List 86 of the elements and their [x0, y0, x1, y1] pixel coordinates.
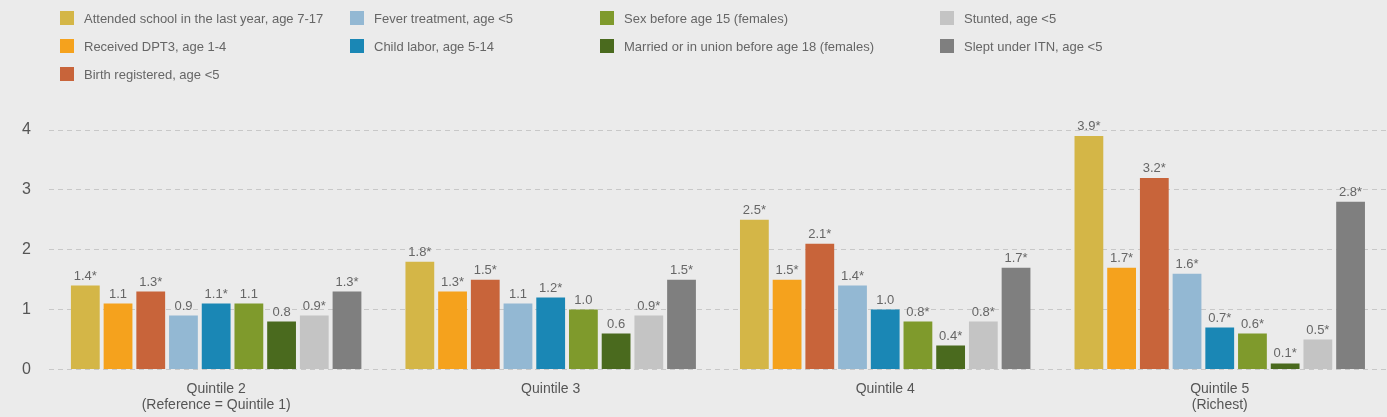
bar: [870, 309, 900, 369]
y-tick-label: 0: [21, 359, 31, 377]
data-label: 1.0: [574, 291, 593, 307]
data-label: 0.1*: [1273, 345, 1297, 361]
data-label: 0.8: [272, 303, 291, 319]
data-label: 0.8*: [971, 303, 995, 319]
legend-label: Birth registered, age <5: [84, 66, 220, 82]
bar: [536, 297, 566, 369]
data-label: 1.3*: [335, 273, 359, 289]
data-label: 1.5*: [473, 261, 497, 277]
bar: [1172, 273, 1202, 369]
bar: [1270, 363, 1300, 369]
legend-label: Slept under ITN, age <5: [964, 38, 1103, 54]
legend-label: Fever treatment, age <5: [374, 10, 514, 26]
bar: [70, 285, 100, 369]
bar: [405, 261, 435, 369]
data-label: 1.1: [108, 285, 128, 301]
data-label: 1.7*: [1004, 249, 1028, 265]
data-label: 1.3*: [139, 273, 163, 289]
bar: [503, 303, 533, 369]
legend-label: Received DPT3, age 1-4: [84, 38, 227, 54]
data-label: 1.4*: [73, 267, 97, 283]
bar: [903, 321, 933, 369]
bar: [1001, 267, 1031, 369]
x-tick-label: Quintile 3: [521, 379, 581, 396]
x-tick-label: Quintile 2 (Reference = Quintile 1): [141, 379, 291, 413]
data-label: 1.1: [508, 285, 528, 301]
y-tick-label: 1: [21, 299, 31, 317]
bar: [136, 291, 166, 369]
bar: [267, 321, 296, 369]
data-label: 1.4*: [840, 267, 865, 283]
data-label: 3.9*: [1077, 118, 1101, 134]
x-tick-label: Quintile 5 (Richest): [1190, 379, 1250, 413]
data-label: 0.5*: [1306, 321, 1330, 337]
bar: [772, 279, 802, 369]
bar: [838, 285, 867, 369]
bar: [103, 303, 133, 369]
bar: [438, 291, 467, 369]
data-label: 0.8*: [906, 303, 930, 319]
legend-label: Child labor, age 5-14: [374, 38, 494, 54]
bar: [169, 315, 198, 369]
bar: [667, 279, 696, 369]
data-label: 1.6*: [1175, 255, 1199, 271]
bar: [470, 279, 500, 369]
data-label: 0.6: [607, 315, 626, 331]
data-label: 1.8*: [408, 243, 432, 259]
legend-label: Stunted, age <5: [964, 10, 1057, 26]
data-label: 1.1: [239, 285, 258, 301]
y-tick-label: 4: [21, 120, 31, 138]
bar: [1107, 267, 1136, 369]
data-label: 0.4*: [939, 327, 963, 343]
bar: [739, 219, 769, 369]
bar: [1074, 135, 1104, 369]
data-label: 1.0: [876, 291, 895, 307]
bar: [805, 243, 835, 369]
data-label: 1.5*: [775, 261, 799, 277]
data-label: 2.1*: [808, 225, 832, 241]
bar: [201, 303, 231, 369]
bar: [601, 333, 631, 369]
bar: [1139, 177, 1169, 369]
data-label: 0.7*: [1208, 309, 1232, 325]
data-label: 0.6*: [1240, 315, 1265, 331]
data-label: 1.2*: [539, 279, 563, 295]
bar: [1238, 333, 1267, 369]
bar: [1336, 201, 1365, 369]
data-label: 1.1*: [204, 285, 228, 301]
data-label: 1.3*: [440, 273, 465, 289]
bar: [332, 291, 362, 369]
bar: [569, 309, 598, 369]
legend-label: Married or in union before age 18 (females): [624, 38, 875, 54]
data-label: 0.9: [174, 297, 193, 313]
bar: [1205, 327, 1235, 369]
bar: [234, 303, 264, 369]
data-label: 1.7*: [1110, 249, 1134, 265]
bar: [936, 345, 966, 369]
x-tick-label: Quintile 4: [855, 379, 915, 396]
legend-label: Attended school in the last year, age 7-17: [84, 10, 324, 26]
data-label: 1.5*: [669, 261, 694, 277]
data-label: 2.8*: [1339, 183, 1363, 199]
y-tick-label: 2: [21, 240, 31, 258]
data-label: 3.2*: [1142, 159, 1166, 175]
data-label: 0.9*: [302, 297, 326, 313]
y-tick-label: 3: [21, 180, 31, 198]
legend-label: Sex before age 15 (females): [624, 10, 789, 26]
data-label: 2.5*: [742, 201, 766, 217]
data-label: 0.9*: [637, 297, 661, 313]
